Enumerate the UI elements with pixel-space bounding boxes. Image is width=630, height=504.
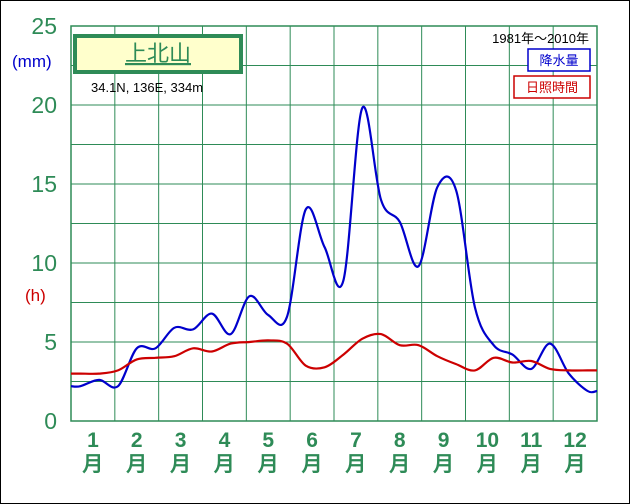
title-box (77, 38, 239, 70)
x-tick-suffix: 月 (169, 453, 191, 476)
x-tick-suffix: 月 (213, 453, 235, 476)
location-text: 34.1N, 136E, 334m (91, 80, 203, 95)
series-line-sunshine (70, 332, 597, 375)
grid-lines (71, 26, 597, 421)
legend-precipitation: 降水量 (539, 54, 578, 69)
x-tick-label: 6 (306, 429, 318, 452)
x-tick-suffix: 月 (520, 453, 542, 476)
x-tick-label: 1 (87, 429, 99, 452)
y-tick-label: 10 (31, 250, 57, 276)
x-tick-suffix: 月 (432, 453, 454, 476)
x-tick-suffix: 月 (301, 453, 323, 476)
x-tick-suffix: 月 (564, 453, 586, 476)
legend-box-sunshine (513, 75, 591, 99)
series-lines (70, 105, 598, 394)
y-tick-label: 15 (31, 171, 57, 197)
x-tick-suffix: 月 (257, 453, 279, 476)
legend-box-precipitation (527, 48, 591, 72)
y-unit-precipitation: (mm) (12, 52, 52, 71)
x-tick-label: 10 (476, 429, 499, 452)
y-tick-label: 0 (44, 408, 57, 434)
x-tick-label: 4 (219, 429, 231, 452)
x-tick-label: 5 (262, 429, 274, 452)
x-tick-suffix: 月 (344, 453, 366, 476)
period-text: 1981年〜2010年 (492, 31, 589, 46)
y-axis-ticks: 0 5 10 15 20 25 (31, 13, 57, 434)
y-tick-label: 5 (44, 329, 57, 355)
x-tick-suffix: 月 (476, 453, 498, 476)
x-tick-label: 8 (394, 429, 406, 452)
chart-title: 上北山 (125, 42, 191, 67)
x-tick-label: 3 (175, 429, 187, 452)
x-tick-suffix: 月 (388, 453, 410, 476)
x-tick-suffix: 月 (81, 453, 103, 476)
x-tick-label: 11 (520, 429, 543, 452)
x-tick-label: 9 (438, 429, 450, 452)
x-tick-label: 12 (563, 429, 586, 452)
legend-sunshine: 日照時間 (526, 81, 578, 96)
x-tick-label: 2 (131, 429, 143, 452)
y-tick-label: 20 (31, 92, 57, 118)
x-tick-label: 7 (350, 429, 362, 452)
y-unit-sunshine: (h) (25, 286, 46, 305)
x-tick-suffix: 月 (125, 453, 147, 476)
series-line-precipitation (70, 105, 598, 394)
y-tick-label: 25 (31, 13, 57, 39)
